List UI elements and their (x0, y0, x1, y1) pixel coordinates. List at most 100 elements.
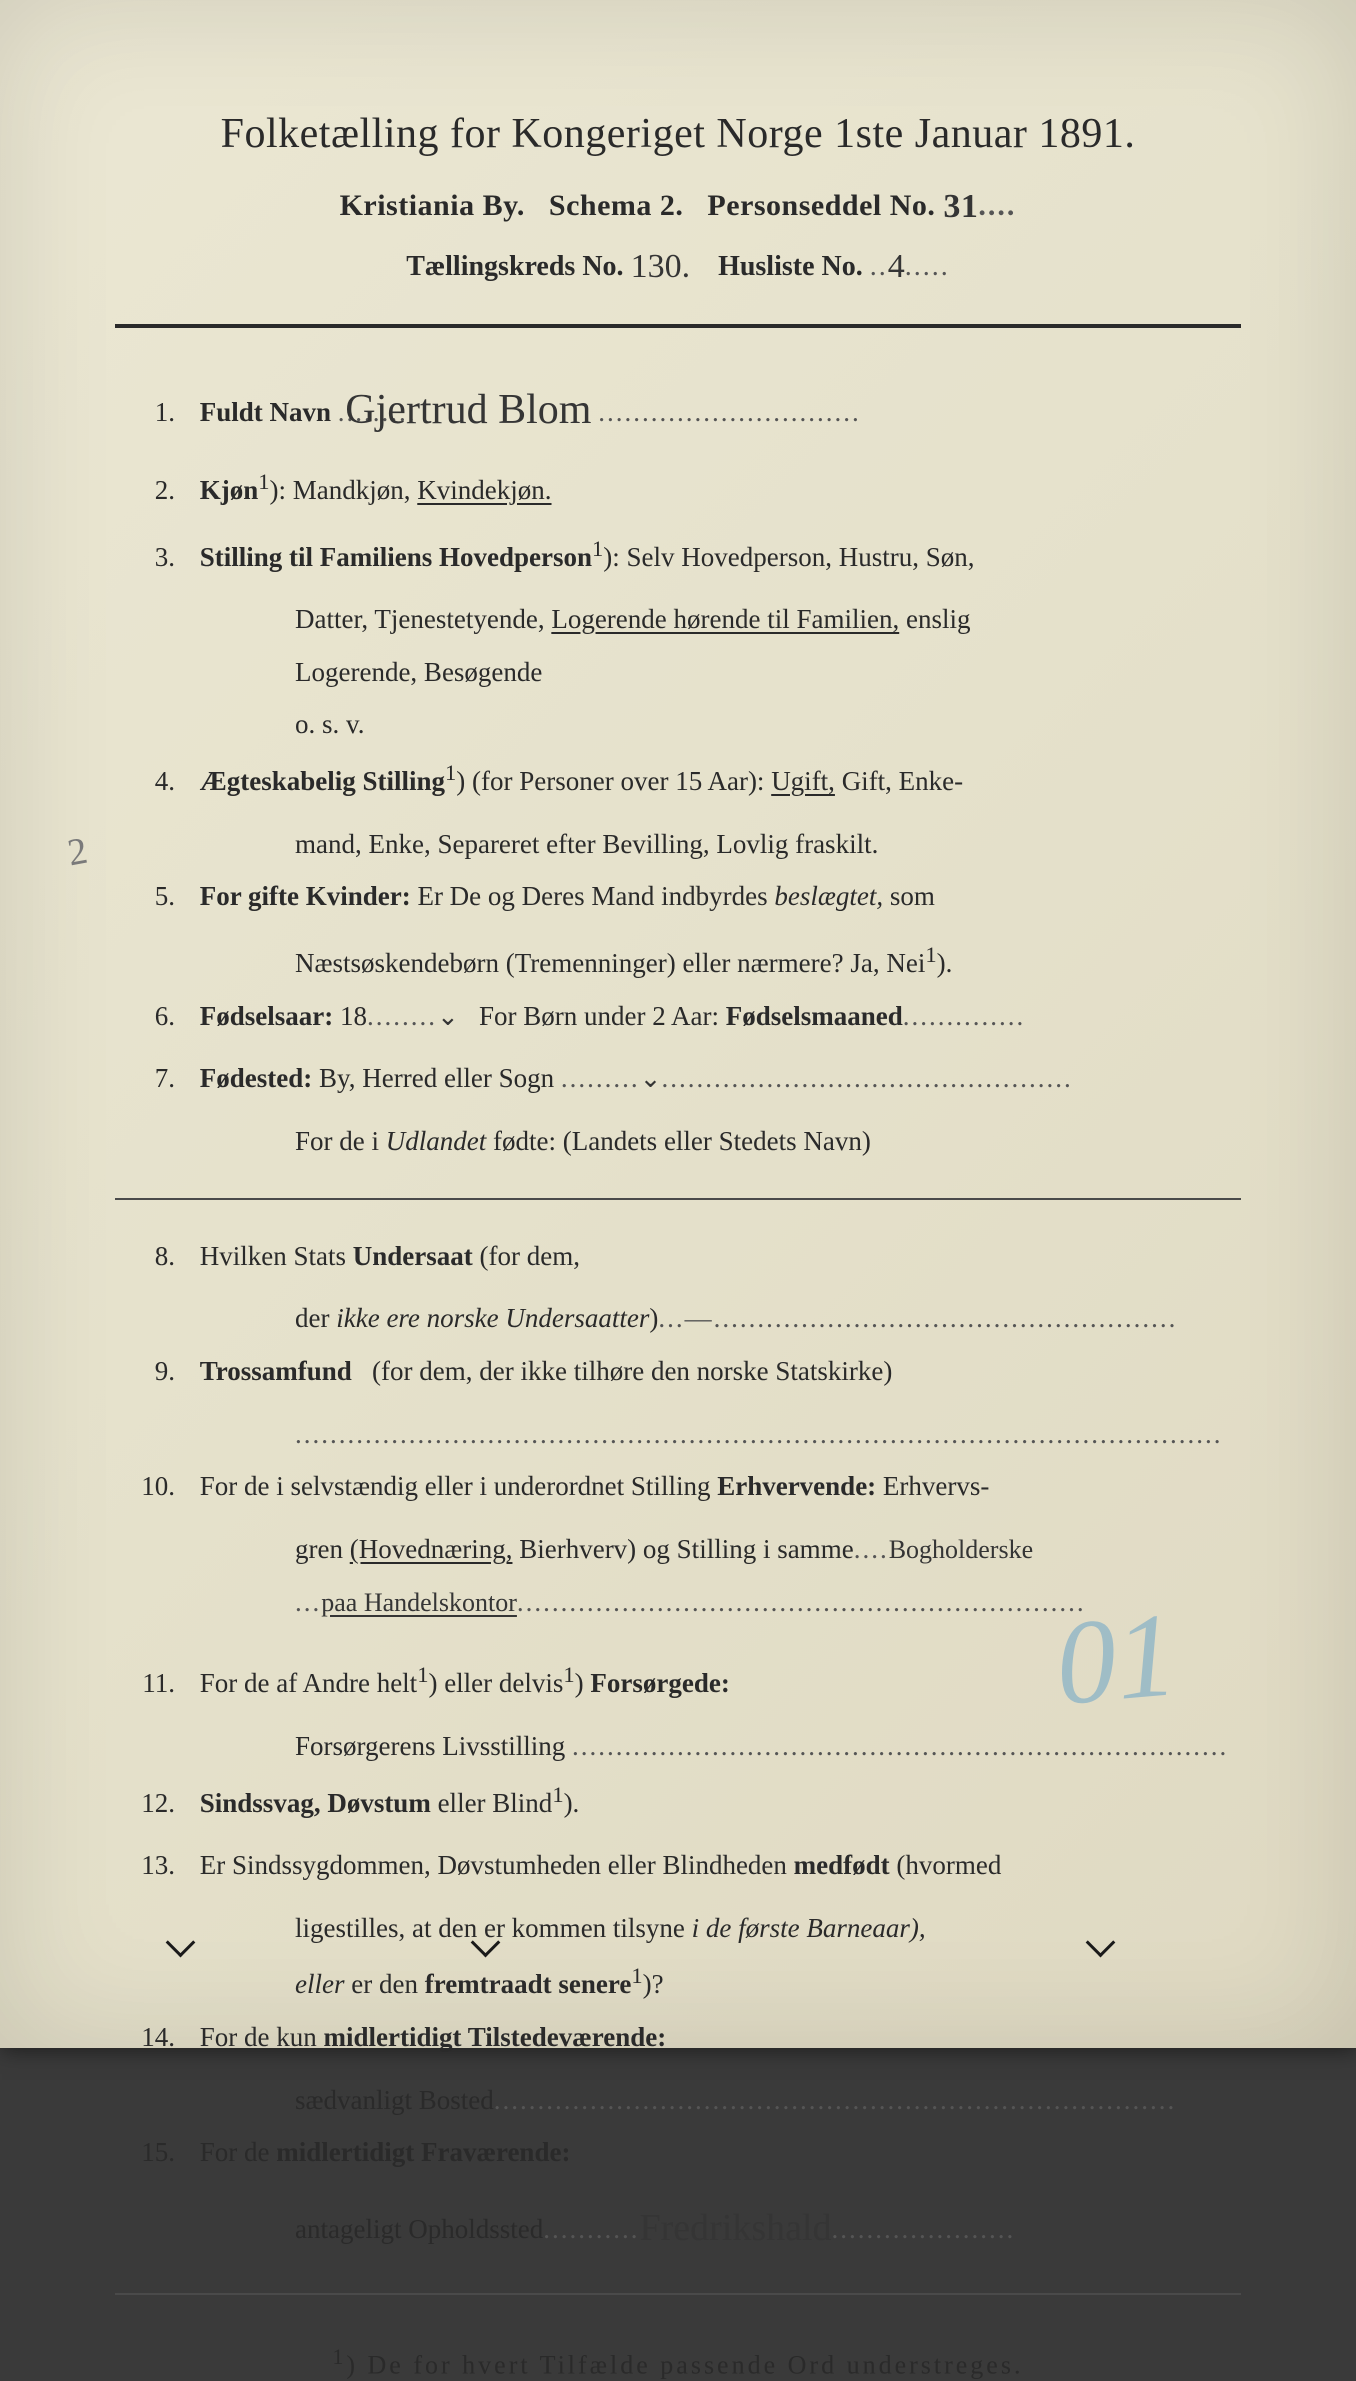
q3-label: Stilling til Familiens Hovedperson (200, 542, 592, 572)
q1: 1. Fuldt Navn ......... Gjertrud Blom ..… (115, 368, 1241, 450)
sup: 1 (925, 942, 936, 967)
q6-mid: For Børn under 2 Aar: (479, 1001, 719, 1031)
sup: 1 (552, 1782, 563, 1807)
q2: 2. Kjøn1): Mandkjøn, Kvindekjøn. (115, 460, 1241, 517)
sup: 1 (563, 1662, 574, 1687)
q4-label: Ægteskabelig Stilling (200, 766, 445, 796)
q9-text: (for dem, der ikke tilhøre den norske St… (372, 1356, 892, 1386)
personseddel-no: 31 (943, 188, 978, 226)
q8-label: Undersaat (353, 1241, 473, 1271)
sup: 1 (631, 1963, 642, 1988)
q7-l2a: For de i (295, 1126, 379, 1156)
blue-pencil-mark: 01 (1050, 1585, 1182, 1733)
q13-cont1: ligestilles, at den er kommen tilsyne i … (115, 1902, 1241, 1955)
kreds-label: Tællingskreds No. (406, 251, 623, 282)
q7-mark: ⌄ (640, 1064, 662, 1093)
q6-label: Fødselsaar: (200, 1001, 333, 1031)
q6-label2: Fødselsmaaned (726, 1001, 903, 1031)
dots: .... (854, 1534, 889, 1564)
q8-l2i: ikke ere norske Undersaatter (336, 1303, 649, 1333)
footnote-sup: 1 (333, 2345, 347, 2369)
q9-label: Trossamfund (200, 1356, 352, 1386)
dots: ........... (543, 2214, 639, 2244)
q5-l1: Er De og Deres Mand indbyrdes (417, 881, 767, 911)
dots: ........ (367, 1001, 437, 1031)
q10-hw1: Bogholderske (889, 1535, 1033, 1564)
q15-num: 15. (115, 2126, 175, 2179)
q5-num: 5. (115, 870, 175, 923)
q11-num: 11. (115, 1657, 175, 1710)
q15-label: midlertidigt Fraværende: (276, 2137, 570, 2167)
q8-l2a: der (295, 1303, 329, 1333)
schema: Schema 2. (549, 189, 684, 222)
q10-l1c: Erhvervs- (883, 1471, 989, 1501)
q3-line2b: enslig (906, 604, 971, 634)
divider-heavy (115, 324, 1241, 328)
divider-light (115, 1198, 1241, 1200)
subline-row: Tællingskreds No. 130. Husliste No. ..4.… (115, 246, 1241, 284)
q7-l1: By, Herred eller Sogn (319, 1063, 554, 1093)
q3-line1: Selv Hovedperson, Hustru, Søn, (627, 542, 975, 572)
q4-cont: mand, Enke, Separeret efter Bevilling, L… (115, 818, 1241, 871)
sup: 1 (417, 1662, 428, 1687)
dots: .... (978, 189, 1016, 222)
q14-cont: sædvanligt Bosted.......................… (115, 2074, 1241, 2127)
dots: .. (870, 251, 888, 282)
q5-l1i: beslægtet, (774, 881, 883, 911)
q8-l1b: (for dem, (480, 1241, 580, 1271)
q9-cont: ........................................… (115, 1408, 1241, 1461)
dots: ......... (561, 1063, 640, 1093)
q7-label: Fødested: (200, 1063, 312, 1093)
q3-cont3: o. s. v. (115, 698, 1241, 751)
q11-l2: Forsørgerens Livsstilling (295, 1731, 565, 1761)
q4: 4. Ægteskabelig Stilling1) (for Personer… (115, 751, 1241, 808)
q3-cont2: Logerende, Besøgende (115, 646, 1241, 699)
q15-l1a: For de (200, 2137, 270, 2167)
q6-prefix: 18 (340, 1001, 367, 1031)
q10-cont1: gren (Hovednæring, Bierhverv) og Stillin… (115, 1523, 1241, 1576)
q14-num: 14. (115, 2011, 175, 2064)
q11-l1b: eller delvis (444, 1668, 563, 1698)
husliste-label: Husliste No. (718, 251, 863, 282)
husliste-no: 4 (888, 248, 905, 286)
q3-line2u: Logerende hørende til Familien, (551, 604, 899, 634)
q4-l1b: Gift, Enke- (842, 766, 963, 796)
divider-light-2 (115, 2293, 1241, 2295)
q12-label: Sindssvag, Døvstum (200, 1788, 431, 1818)
q3-line2a: Datter, Tjenestetyende, (295, 604, 545, 634)
q10-l1a: For de i selvstændig eller i underordnet… (200, 1471, 711, 1501)
q11-l1a: For de af Andre helt (200, 1668, 417, 1698)
kreds-no: 130. (631, 248, 691, 286)
q10-hw2: paa Handelskontor (321, 1588, 517, 1617)
dots: ........................................… (661, 1063, 1072, 1093)
q12: 12. Sindssvag, Døvstum eller Blind1). (115, 1773, 1241, 1830)
q13-l3i: eller (295, 1969, 344, 1999)
dots: .............. (903, 1001, 1026, 1031)
q10: 10. For de i selvstændig eller i underor… (115, 1460, 1241, 1513)
q2-opt: Mandkjøn, (293, 475, 411, 505)
q13-l3a: er den (351, 1969, 418, 1999)
subtitle-row: Kristiania By. Schema 2. Personseddel No… (115, 186, 1241, 224)
q5-cont: Næstsøskendebørn (Tremenninger) eller næ… (115, 933, 1241, 990)
q2-label: Kjøn (200, 475, 259, 505)
personseddel-label: Personseddel No. (707, 189, 935, 222)
q11-label: Forsørgede: (590, 1668, 729, 1698)
main-title: Folketælling for Kongeriget Norge 1ste J… (115, 110, 1241, 158)
q4-num: 4. (115, 755, 175, 808)
dots: ........................................… (295, 1419, 1223, 1449)
q9-num: 9. (115, 1345, 175, 1398)
q1-num: 1. (115, 386, 175, 439)
q3-num: 3. (115, 531, 175, 584)
q6-mark: ⌄ (437, 1002, 459, 1031)
dots: ...—....................................… (658, 1303, 1177, 1333)
q15-hw: Fredrikshald (639, 2191, 831, 2265)
q7-cont: For de i Udlandet fødte: (Landets eller … (115, 1115, 1241, 1168)
q6: 6. Fødselsaar: 18........⌄ For Børn unde… (115, 990, 1241, 1043)
footnote: 1) De for hvert Tilfælde passende Ord un… (115, 2345, 1241, 2381)
dots: ..... (905, 251, 950, 282)
q10-l2a: gren (295, 1534, 343, 1564)
q10-l2u: (Hovednæring, (350, 1534, 513, 1564)
census-form-page: Folketælling for Kongeriget Norge 1ste J… (0, 0, 1356, 2048)
q4-l1u: Ugift, (771, 766, 835, 796)
q5: 5. For gifte Kvinder: Er De og Deres Man… (115, 870, 1241, 923)
